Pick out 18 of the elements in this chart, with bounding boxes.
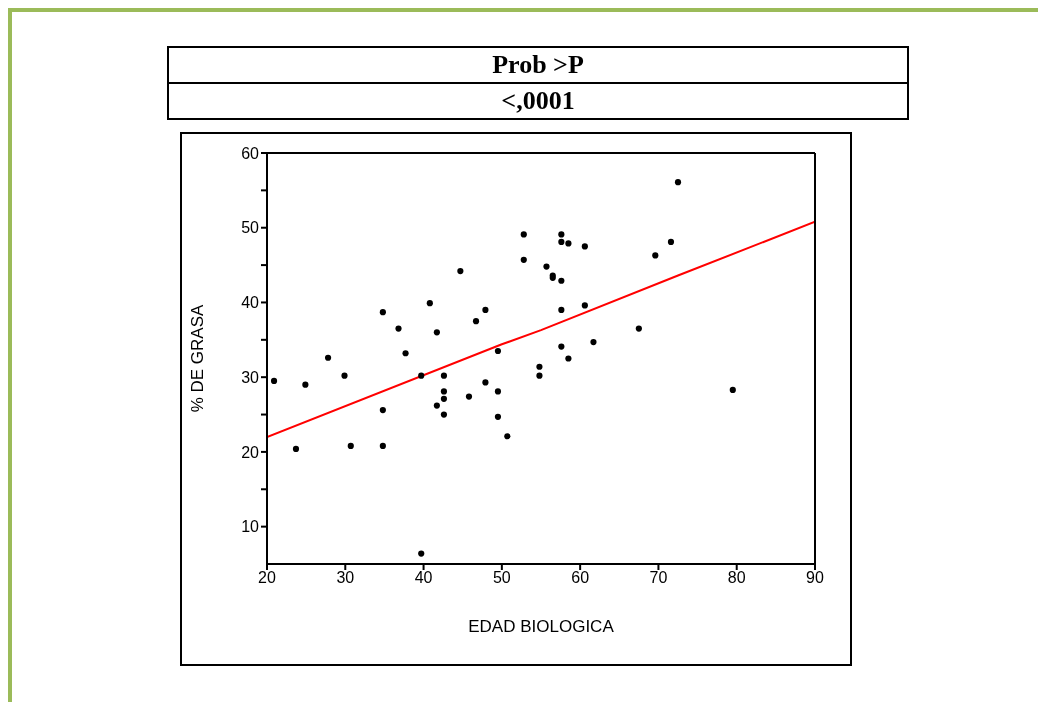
y-tick-label: 60 bbox=[241, 144, 260, 162]
y-tick-label: 30 bbox=[241, 368, 260, 386]
x-tick-label: 20 bbox=[258, 569, 276, 587]
text: Prob >P bbox=[168, 47, 908, 83]
x-tick-label: 90 bbox=[806, 569, 824, 587]
y-axis-title: % DE GRASA bbox=[188, 304, 208, 413]
y-tick-label: 50 bbox=[241, 219, 260, 237]
text: <,0001 bbox=[168, 83, 908, 119]
x-axis-title: EDAD BIOLOGICA bbox=[468, 617, 615, 636]
x-tick-label: 80 bbox=[727, 569, 746, 587]
x-tick-label: 70 bbox=[649, 569, 668, 587]
x-tick-label: 50 bbox=[492, 569, 511, 587]
x-tick-label: 30 bbox=[336, 569, 355, 587]
y-tick-label: 10 bbox=[241, 518, 260, 536]
x-tick-label: 40 bbox=[414, 569, 433, 587]
y-tick-label: 20 bbox=[241, 443, 260, 461]
x-tick-label: 60 bbox=[571, 569, 590, 587]
y-tick-label: 40 bbox=[241, 294, 260, 312]
